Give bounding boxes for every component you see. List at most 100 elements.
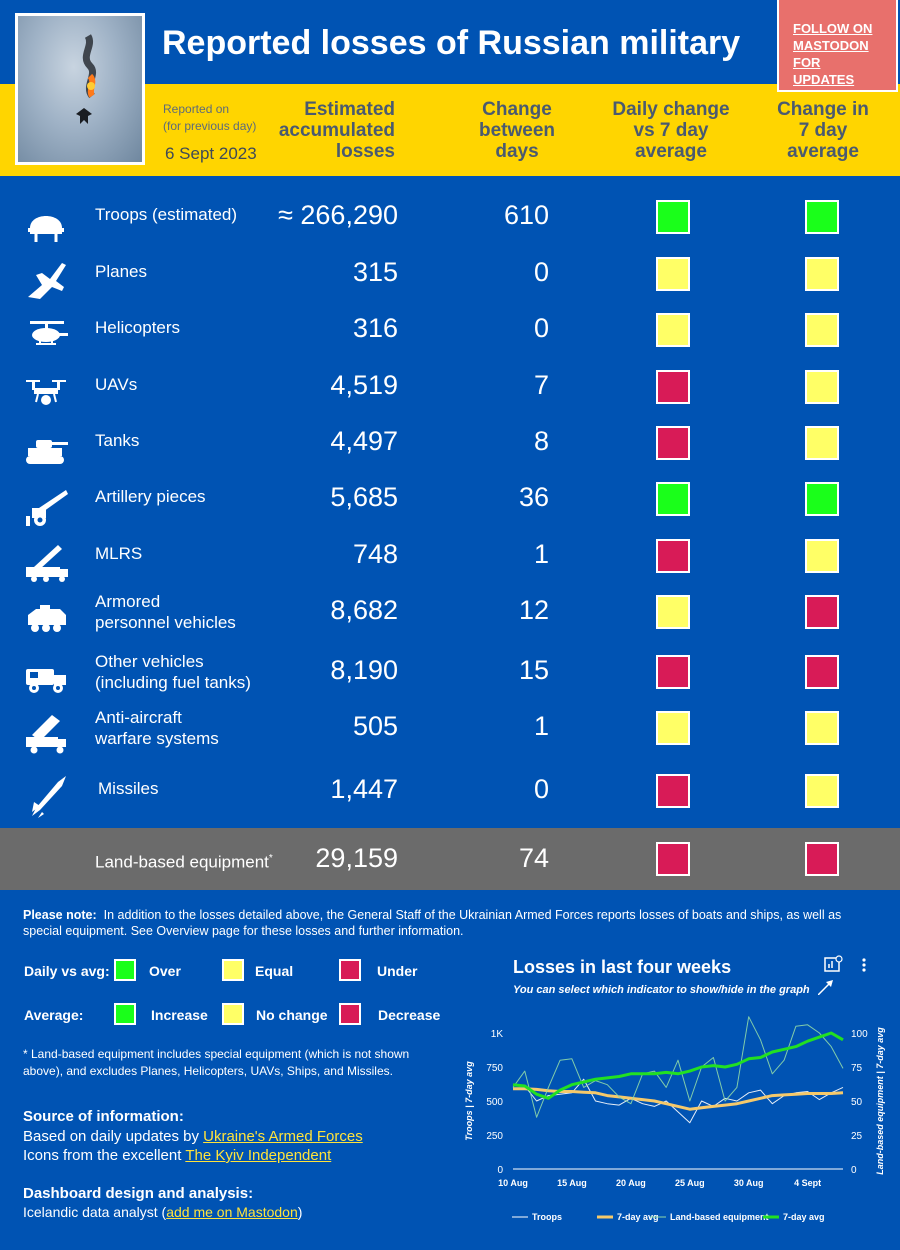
chart-settings-icon[interactable] xyxy=(824,955,843,972)
top-bar xyxy=(0,0,900,84)
legend-over-swatch xyxy=(114,959,136,981)
source-line-2: Icons from the excellent The Kyiv Indepe… xyxy=(23,1147,332,1164)
row-change: 610 xyxy=(503,200,549,230)
header-photo xyxy=(15,13,145,165)
row-change: 12 xyxy=(518,595,549,625)
row-label: Planes xyxy=(95,262,147,281)
y-left-tick-label: 500 xyxy=(486,1097,503,1108)
col-header-change: Change between days xyxy=(478,99,556,162)
row-total: 505 xyxy=(352,711,398,741)
legend-equal: Equal xyxy=(255,963,294,979)
legend-under-swatch xyxy=(339,959,361,981)
row-total: 315 xyxy=(352,257,398,287)
y-right-tick-label: 100 xyxy=(851,1029,868,1040)
land-avg-indicator xyxy=(805,842,839,876)
reported-on-label: Reported on (for previous day) xyxy=(163,102,257,133)
avg-indicator xyxy=(805,711,839,745)
x-tick-label: 15 Aug xyxy=(557,1178,587,1188)
y-right-tick-label: 75 xyxy=(851,1063,863,1074)
legend-label: Land-based equipment xyxy=(670,1212,769,1222)
y-left-tick-label: 0 xyxy=(497,1165,503,1176)
avg-indicator xyxy=(805,370,839,404)
losses-chart[interactable]: 0 250 500 750 1K 0 25 50 75 100 10 Aug 15 Aug 20 Aug… xyxy=(460,1005,900,1230)
legend-decrease: Decrease xyxy=(378,1007,441,1023)
page-title: Reported losses of Russian military xyxy=(162,24,741,62)
row-change: 0 xyxy=(533,774,549,804)
helicopter-icon xyxy=(30,321,68,345)
y-right-tick-label: 50 xyxy=(851,1097,863,1108)
daily-indicator xyxy=(656,482,690,516)
avg-indicator xyxy=(805,482,839,516)
avg-indicator xyxy=(805,257,839,291)
legend-nochange-swatch xyxy=(222,1003,244,1025)
header-band xyxy=(0,84,900,176)
avg-indicator xyxy=(805,200,839,234)
report-date: 6 Sept 2023 xyxy=(165,144,257,163)
follow-mastodon-link[interactable]: FOLLOW ON MASTODON FOR UPDATES xyxy=(777,0,898,92)
series-line-1 xyxy=(513,1087,844,1111)
y-right-tick-label: 25 xyxy=(851,1131,863,1142)
more-options-icon[interactable] xyxy=(862,958,866,972)
y-right-axis-title: Land-based equipment | 7-day avg xyxy=(875,1027,885,1175)
x-tick-label: 10 Aug xyxy=(498,1178,528,1188)
daily-indicator xyxy=(656,655,690,689)
x-tick-label: 20 Aug xyxy=(616,1178,646,1188)
y-left-tick-label: 250 xyxy=(486,1131,503,1142)
arrow-pointer-icon xyxy=(818,980,833,995)
avg-indicator xyxy=(805,774,839,808)
row-label: Helicopters xyxy=(95,318,181,337)
row-change: 1 xyxy=(533,711,549,741)
armed-forces-link[interactable]: Ukraine's Armed Forces xyxy=(203,1128,363,1145)
row-total: 1,447 xyxy=(330,774,398,804)
apc-icon xyxy=(28,605,66,632)
daily-indicator xyxy=(656,313,690,347)
row-label: Tanks xyxy=(95,431,140,450)
plane-icon xyxy=(28,263,66,299)
row-change: 0 xyxy=(533,257,549,287)
legend-daily-label: Daily vs avg: xyxy=(24,963,110,979)
y-left-axis-title: Troops | 7-day avg xyxy=(464,1061,474,1141)
avg-indicator xyxy=(805,655,839,689)
row-label: UAVs xyxy=(95,375,138,394)
x-tick-label: 30 Aug xyxy=(734,1178,764,1188)
source-heading: Source of information: xyxy=(23,1108,184,1125)
row-total: 5,685 xyxy=(330,482,398,512)
mastodon-link[interactable]: add me on Mastodon xyxy=(166,1204,298,1220)
kyiv-independent-link[interactable]: The Kyiv Independent xyxy=(185,1147,332,1164)
anti-aircraft-icon xyxy=(26,715,66,754)
daily-indicator xyxy=(656,257,690,291)
tank-icon xyxy=(26,440,68,464)
legend-label: 7-day avg xyxy=(617,1212,659,1222)
legend-equal-swatch xyxy=(222,959,244,981)
avg-indicator xyxy=(805,426,839,460)
avg-indicator xyxy=(805,539,839,573)
legend-under: Under xyxy=(377,963,418,979)
row-total: 316 xyxy=(352,313,398,343)
col-header-accumulated: Estimated accumulated losses xyxy=(278,99,395,162)
daily-indicator xyxy=(656,426,690,460)
daily-indicator xyxy=(656,370,690,404)
daily-indicator xyxy=(656,774,690,808)
truck-icon xyxy=(26,669,66,693)
row-change: 1 xyxy=(533,539,549,569)
row-label: Other vehicles (including fuel tanks) xyxy=(95,652,251,692)
row-change: 7 xyxy=(533,370,549,400)
legend-average-label: Average: xyxy=(24,1007,84,1023)
daily-indicator xyxy=(656,539,690,573)
row-change: 8 xyxy=(533,426,549,456)
legend-decrease-swatch xyxy=(339,1003,361,1025)
row-total: 8,682 xyxy=(330,595,398,625)
x-tick-label: 4 Sept xyxy=(794,1178,821,1188)
row-total: 8,190 xyxy=(330,655,398,685)
helmet-icon xyxy=(28,216,64,242)
source-line-1: Based on daily updates by Ukraine's Arme… xyxy=(23,1128,363,1145)
daily-indicator xyxy=(656,595,690,629)
row-total: 4,519 xyxy=(330,370,398,400)
legend-nochange: No change xyxy=(256,1007,328,1023)
row-label: Artillery pieces xyxy=(95,487,206,506)
land-total: 29,159 xyxy=(315,843,398,873)
drone-icon xyxy=(26,380,66,405)
footnote: * Land-based equipment includes special … xyxy=(23,1047,410,1078)
chart-toolbar xyxy=(818,955,866,995)
col-header-avg: Change in 7 day average xyxy=(777,99,869,162)
